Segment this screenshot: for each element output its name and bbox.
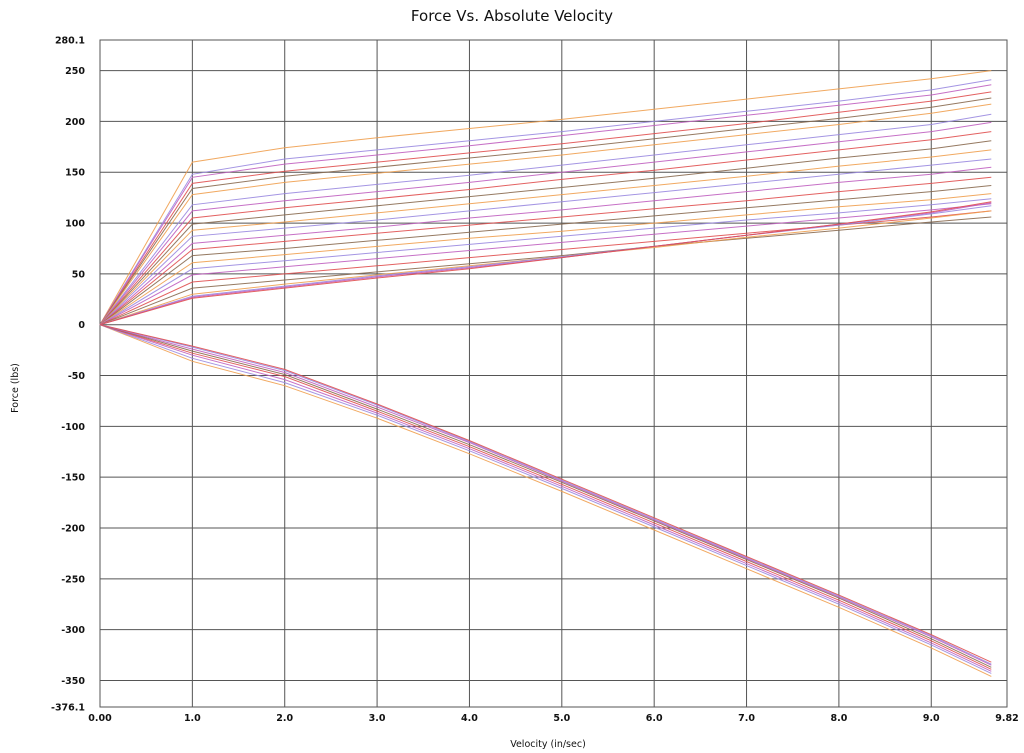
y-tick-label: -50	[68, 371, 86, 382]
series-line-rebound-19	[99, 216, 992, 326]
series-line-rebound-16	[99, 198, 992, 326]
y-tick-label: 250	[65, 66, 85, 77]
series-line-rebound-2	[99, 84, 992, 325]
series-line-rebound-21	[99, 205, 992, 326]
x-axis-label: Velocity (in/sec)	[510, 739, 586, 750]
x-tick-label: 9.0	[923, 713, 940, 724]
series-line-compression-26	[99, 324, 992, 672]
y-tick-label: 0	[78, 320, 85, 331]
series-line-compression-31	[99, 324, 992, 663]
y-tick-label: 50	[72, 269, 86, 280]
series-line-compression-30	[99, 324, 992, 665]
series-line-compression-25	[99, 324, 992, 674]
series-line-compression-24	[99, 324, 992, 677]
series-line-rebound-3	[99, 91, 992, 325]
x-tick-label: 5.0	[553, 713, 570, 724]
chart-title: Force Vs. Absolute Velocity	[411, 7, 613, 25]
x-tick-label: 3.0	[369, 713, 386, 724]
x-tick-label: 4.0	[461, 713, 478, 724]
series-line-rebound-0	[99, 70, 992, 325]
y-tick-label: -300	[61, 625, 85, 636]
series-line-compression-29	[99, 324, 992, 666]
x-tick-label: 1.0	[184, 713, 201, 724]
series-line-rebound-6	[99, 113, 992, 326]
y-tick-label: 150	[65, 168, 85, 179]
series-line-rebound-7	[99, 121, 992, 326]
series-line-rebound-8	[99, 131, 992, 326]
series-line-rebound-23	[99, 201, 992, 326]
series-line-rebound-4	[99, 97, 992, 325]
series-line-rebound-15	[99, 193, 992, 326]
y-tick-label: -376.1	[51, 703, 85, 714]
y-tick-label: 100	[65, 219, 85, 230]
y-tick-label: 200	[65, 117, 85, 128]
x-tick-label: 9.82	[995, 713, 1018, 724]
x-tick-labels: 0.00 1.0 2.0 3.0 4.0 5.0 6.0 7.0 8.0 9.0 9.82	[88, 713, 1018, 724]
y-tick-label: -350	[61, 676, 85, 687]
y-tick-label: -200	[61, 524, 85, 535]
series-line-rebound-13	[99, 176, 992, 326]
series-line-rebound-14	[99, 185, 992, 326]
series-line-rebound-11	[99, 158, 992, 326]
y-tick-label: -150	[61, 473, 85, 484]
y-tick-labels: 280.1 250 200 150 100 50 0 -50 -100 -150 -200 -250 -…	[51, 36, 85, 714]
y-tick-label: 280.1	[55, 36, 85, 47]
series-line-rebound-10	[99, 149, 992, 326]
series-line-compression-28	[99, 324, 992, 668]
x-tick-label: 2.0	[276, 713, 293, 724]
series-line-rebound-17	[99, 203, 992, 326]
x-tick-label: 8.0	[830, 713, 847, 724]
x-tick-label: 6.0	[646, 713, 663, 724]
series-line-compression-27	[99, 324, 992, 670]
series-line-rebound-12	[99, 166, 992, 326]
y-tick-label: -250	[61, 574, 85, 585]
series-line-rebound-1	[99, 79, 992, 325]
y-axis-label: Force (lbs)	[10, 363, 21, 413]
series-line-rebound-5	[99, 103, 992, 325]
series-line-rebound-18	[99, 210, 992, 326]
y-tick-label: -100	[61, 422, 85, 433]
x-tick-label: 0.00	[88, 713, 112, 724]
series-layer	[99, 70, 992, 677]
series-line-rebound-9	[99, 140, 992, 326]
x-tick-label: 7.0	[738, 713, 755, 724]
